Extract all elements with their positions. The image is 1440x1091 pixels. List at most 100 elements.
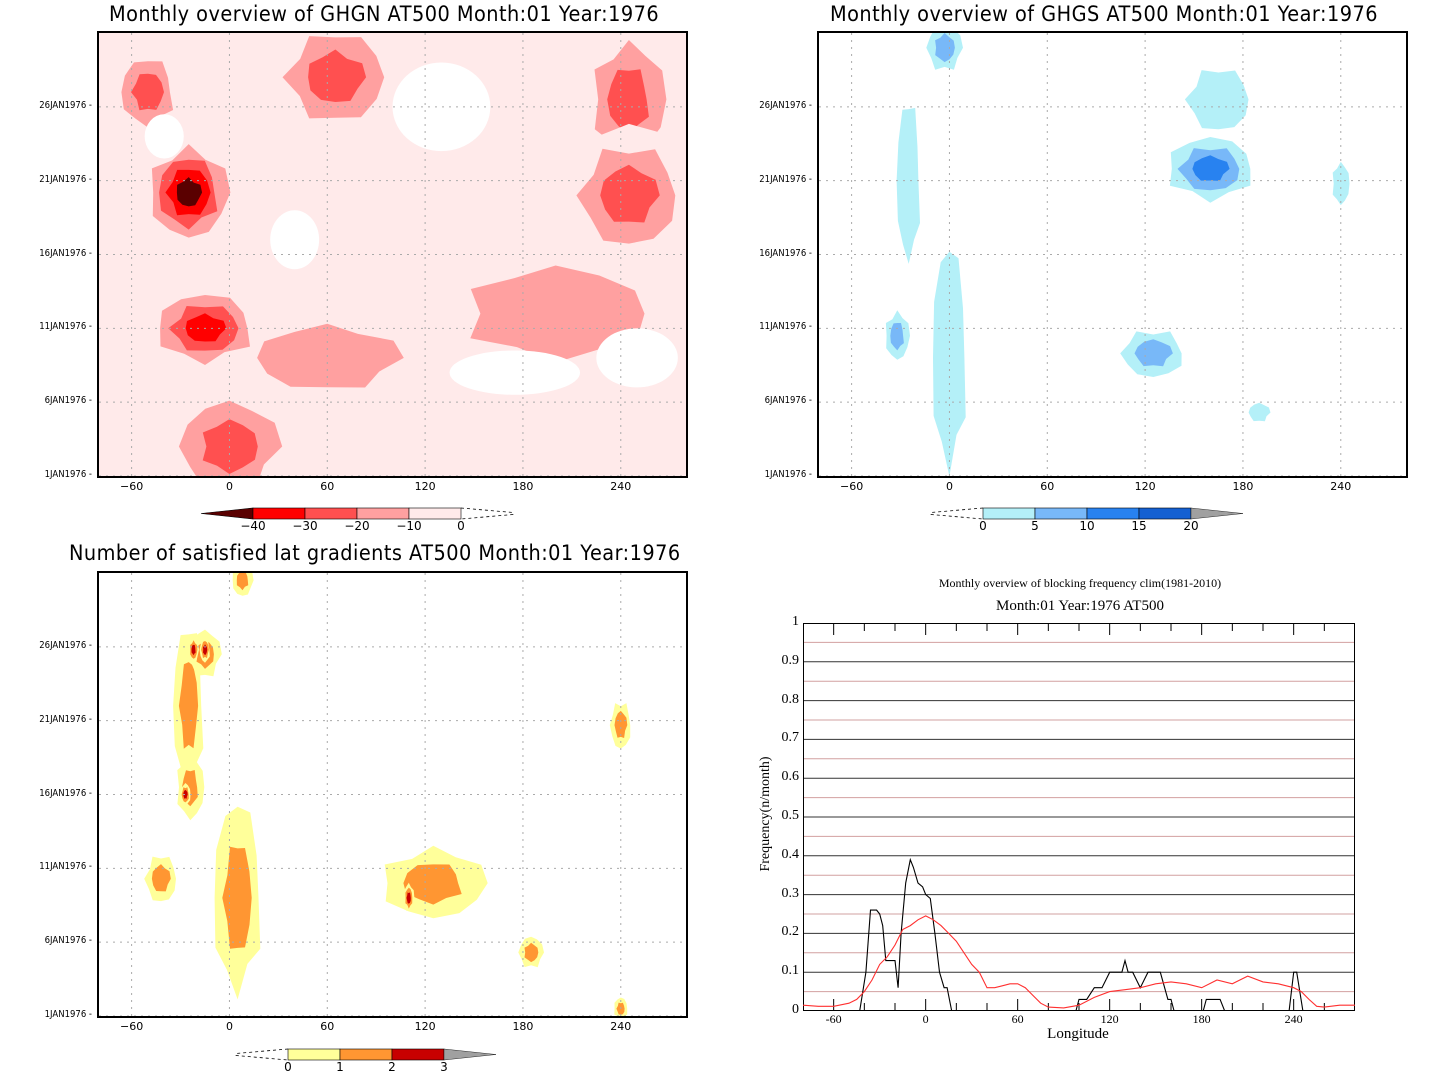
y-tick-label: 26JAN1976 - [39, 99, 92, 111]
colorbar-label: −30 [292, 519, 318, 533]
blocking-y-tick-label: 0.8 [781, 691, 800, 707]
x-tick-label: 120 [1134, 480, 1156, 493]
colorbar-bin [356, 507, 410, 520]
gradients-plot-area [97, 571, 688, 1018]
ghgn-contour [600, 164, 660, 223]
x-tick-label: −60 [840, 480, 864, 493]
gradients-contour [614, 710, 628, 738]
blocking-x-tick-label: 0 [922, 1012, 929, 1026]
colorbar-bin [1138, 507, 1192, 520]
blocking-y-tick-label: 0.5 [781, 808, 800, 823]
gradients-contour [403, 864, 462, 905]
blocking-y-tick-label: 1 [792, 614, 799, 629]
ghgs-contour [935, 33, 955, 63]
y-tick-label: 16JAN1976 - [39, 787, 92, 799]
colorbar-bin [391, 1048, 445, 1061]
ghgn-field [99, 33, 686, 476]
blocking-x-tick-label: 120 [1100, 1012, 1119, 1026]
y-tick-label: 6JAN1976 - [44, 395, 92, 407]
blocking-x-tick-label: 240 [1284, 1012, 1303, 1026]
y-tick-label: 1JAN1976 - [44, 1009, 92, 1020]
ghgn-positive-region [270, 210, 320, 270]
colorbar-bin [982, 507, 1036, 520]
colorbar-label: 20 [1183, 519, 1199, 533]
ghgn-positive-region [144, 114, 184, 159]
blocking-x-tick-label: 60 [1011, 1012, 1024, 1026]
colorbar-bin [304, 507, 358, 520]
ghgn-colorbar [200, 507, 514, 520]
x-tick-label: 120 [414, 1020, 436, 1033]
colorbar-label: 1 [336, 1060, 344, 1074]
colorbar-label: 0 [457, 519, 465, 533]
ghgs-contour [1332, 161, 1350, 206]
y-tick-label: 21JAN1976 - [39, 173, 92, 185]
ghgn-positive-region [392, 62, 491, 152]
colorbar-bin [408, 507, 462, 520]
ghgn-title: Monthly overview of GHGN AT500 Month:01 … [109, 2, 660, 26]
blocking-y-tick-label: 0.4 [781, 846, 800, 862]
gradients-colorbar [235, 1048, 497, 1061]
y-tick-label: 1JAN1976 - [44, 469, 92, 480]
blocking-subtitle: Month:01 Year:1976 AT500 [996, 598, 1164, 614]
ghgn-contour [202, 419, 258, 474]
colorbar-bin [287, 1048, 341, 1061]
ghgs-title: Monthly overview of GHGS AT500 Month:01 … [830, 2, 1378, 26]
ghgn-contour [176, 177, 203, 207]
y-tick-label: 11JAN1976 - [39, 321, 92, 333]
x-tick-label: 180 [1232, 480, 1254, 493]
ghgs-colorbar [930, 507, 1244, 520]
blocking-y-tick-label: 0.9 [781, 652, 800, 668]
x-tick-label: 180 [512, 480, 534, 493]
blocking-x-label: Longitude [1047, 1026, 1109, 1042]
y-tick-label: 1JAN1976 - [764, 469, 812, 480]
blocking-y-label: Frequency(n/month) [758, 756, 773, 872]
colorbar-label: 0 [979, 519, 987, 533]
colorbar-label: 15 [1131, 519, 1147, 533]
blocking-y-tick-label: 0.1 [781, 963, 800, 979]
colorbar-label: 5 [1031, 519, 1039, 533]
x-tick-label: 0 [225, 480, 233, 493]
x-tick-label: 60 [320, 1020, 335, 1033]
colorbar-lower-arrow [200, 507, 254, 520]
colorbar-lower-arrow-empty [235, 1048, 289, 1061]
ghgs-plot-area [817, 31, 1408, 478]
ghgn-contour [607, 69, 649, 134]
blocking-x-tick-label: -60 [825, 1012, 842, 1026]
gradients-title: Number of satisfied lat gradients AT500 … [69, 541, 681, 565]
ghgs-contour [1134, 339, 1173, 367]
ghgs-contour [1248, 402, 1271, 422]
ghgs-contour [1192, 155, 1230, 181]
x-tick-label: 240 [610, 480, 632, 493]
ghgn-contour [257, 323, 404, 388]
colorbar-lower-arrow-empty [930, 507, 984, 520]
colorbar-label: −10 [396, 519, 422, 533]
ghgs-contour [896, 107, 920, 264]
colorbar-bin [252, 507, 306, 520]
x-tick-label: 240 [610, 1020, 632, 1033]
blocking-title: Monthly overview of blocking frequency c… [938, 576, 1222, 590]
ghgs-background [819, 33, 1406, 476]
y-tick-label: 21JAN1976 - [39, 713, 92, 725]
colorbar-label: 10 [1079, 519, 1095, 533]
colorbar-upper-arrow [443, 1048, 497, 1061]
gradients-contour [178, 662, 199, 749]
x-tick-label: 0 [945, 480, 953, 493]
colorbar-label: 2 [388, 1060, 396, 1074]
y-tick-label: 16JAN1976 - [759, 247, 812, 259]
y-tick-label: 16JAN1976 - [39, 247, 92, 259]
ghgn-contour [131, 73, 164, 111]
ghgs-field [819, 33, 1406, 476]
x-tick-label: 0 [225, 1020, 233, 1033]
y-tick-label: 6JAN1976 - [764, 395, 812, 407]
ghgn-positive-region [449, 350, 581, 395]
x-tick-label: 60 [320, 480, 335, 493]
blocking-y-tick-label: 0.6 [781, 769, 800, 785]
blocking-y-tick-label: 0.2 [781, 924, 800, 940]
y-tick-label: 26JAN1976 - [759, 99, 812, 111]
blocking-series-observed [859, 857, 1304, 1011]
colorbar-bin [339, 1048, 393, 1061]
colorbar-label: 0 [284, 1060, 292, 1074]
blocking-y-tick-label: 0.3 [781, 885, 800, 901]
y-tick-label: 6JAN1976 - [44, 935, 92, 947]
x-tick-label: −60 [120, 480, 144, 493]
